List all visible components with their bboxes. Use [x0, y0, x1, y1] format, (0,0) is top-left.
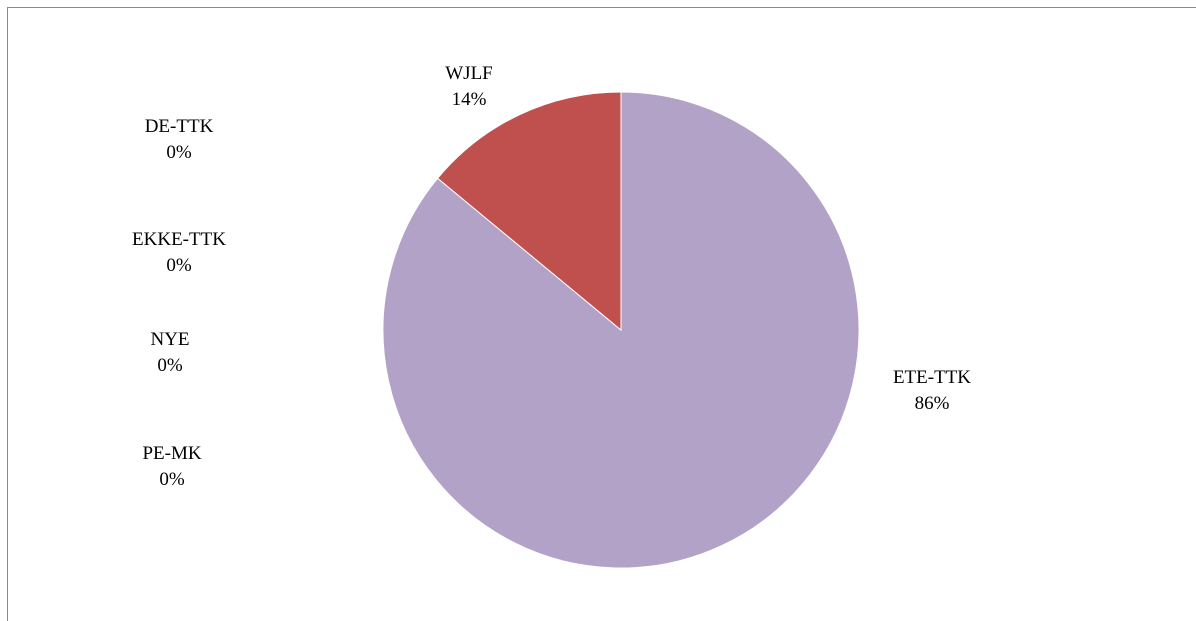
data-label-percent: 86% [915, 393, 950, 414]
data-label-nye: NYE 0% [150, 329, 189, 376]
pie-slices [382, 91, 860, 569]
data-label-ete-ttk: ETE-TTK 86% [893, 367, 971, 414]
data-label-percent: 0% [166, 255, 192, 276]
pie-slice-wjlf [436, 91, 622, 332]
chart-frame [7, 7, 1196, 621]
data-label-de-ttk: DE-TTK 0% [145, 116, 214, 163]
data-label-percent: 0% [157, 355, 183, 376]
data-label-wjlf: WJLF 14% [445, 63, 493, 110]
data-label-percent: 0% [159, 469, 185, 490]
data-label-category: WJLF [445, 63, 493, 84]
data-label-pe-mk: PE-MK 0% [142, 443, 201, 490]
data-label-category: DE-TTK [145, 116, 214, 137]
data-label-category: NYE [150, 329, 189, 350]
data-label-percent: 0% [166, 142, 192, 163]
pie-labels: ETE-TTK 86% WJLF 14% DE-TTK 0% EKKE-TTK 0% NYE 0%… [132, 63, 971, 490]
data-label-category: PE-MK [142, 443, 201, 464]
data-label-ekke-ttk: EKKE-TTK 0% [132, 229, 226, 276]
data-label-category: ETE-TTK [893, 367, 971, 388]
data-label-category: EKKE-TTK [132, 229, 226, 250]
data-label-percent: 14% [452, 89, 487, 110]
